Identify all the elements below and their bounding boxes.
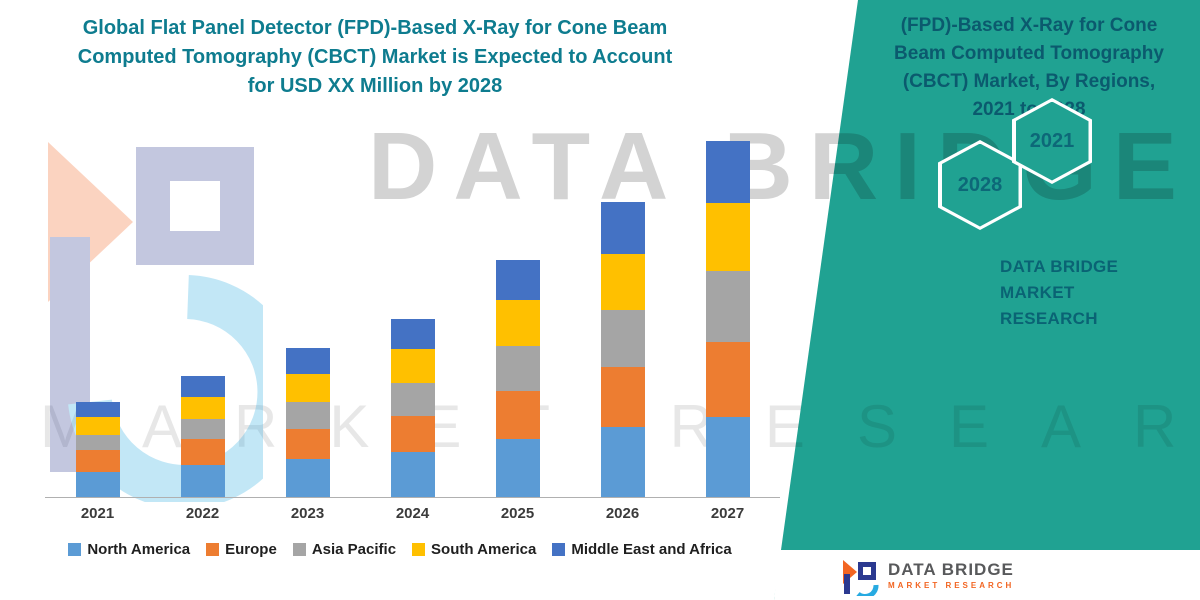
x-axis-label: 2021 — [80, 505, 115, 522]
page-title-line-1: Global Flat Panel Detector (FPD)-Based X… — [82, 17, 668, 39]
bar-segment-europe — [705, 341, 750, 417]
bar-segment-north-america — [600, 426, 645, 497]
panel-brand-text: DATA BRIDGE MARKET RESEARCH — [1000, 254, 1190, 332]
bar-chart — [45, 137, 780, 498]
bar-stack-2024 — [390, 318, 435, 497]
bar-column — [255, 137, 360, 497]
bar-segment-south-america — [390, 348, 435, 383]
bar-column — [675, 137, 780, 497]
bar-segment-north-america — [75, 471, 120, 497]
footer-brand-tagline: MARKET RESEARCH — [888, 581, 1015, 591]
legend-swatch — [552, 543, 566, 556]
bar-segment-europe — [285, 428, 330, 459]
footer-logo-text: DATA BRIDGE MARKET RESEARCH — [888, 559, 1015, 591]
panel-brand-line-1: DATA BRIDGE MARKET — [1000, 257, 1119, 302]
bar-segment-europe — [180, 438, 225, 465]
bar-segment-europe — [495, 390, 540, 439]
bar-stack-2027 — [705, 141, 750, 497]
bar-column — [360, 137, 465, 497]
bar-stack-2026 — [600, 202, 645, 497]
x-axis-label: 2022 — [185, 505, 220, 522]
bar-stack-2021 — [75, 401, 120, 497]
page-title: Global Flat Panel Detector (FPD)-Based X… — [30, 14, 720, 101]
hexagon-2021: 2021 — [1012, 98, 1092, 184]
panel-heading: (FPD)-Based X-Ray for Cone Beam Computed… — [866, 12, 1192, 124]
bar-column — [570, 137, 675, 497]
bar-segment-south-america — [705, 203, 750, 272]
data-bridge-footer-logo: DATA BRIDGE MARKET RESEARCH — [843, 556, 1014, 596]
bar-segment-asia-pacific — [390, 382, 435, 416]
panel-brand-line-2: RESEARCH — [1000, 309, 1098, 328]
bar-segment-asia-pacific — [75, 434, 120, 450]
bar-column — [45, 137, 150, 497]
legend-swatch — [292, 543, 306, 556]
bar-stack-2023 — [285, 347, 330, 497]
bar-segment-north-america — [390, 451, 435, 497]
x-axis-label: 2023 — [290, 505, 325, 522]
bar-segment-middle-east-and-africa — [600, 202, 645, 255]
bar-segment-europe — [600, 366, 645, 427]
x-axis-label: 2026 — [605, 505, 640, 522]
bar-segment-south-america — [495, 300, 540, 346]
x-axis-label: 2024 — [395, 505, 430, 522]
bar-column — [150, 137, 255, 497]
x-axis-label: 2025 — [500, 505, 535, 522]
legend-item: South America — [412, 541, 536, 558]
bar-segment-middle-east-and-africa — [180, 375, 225, 397]
data-bridge-logo-icon — [843, 560, 879, 596]
legend: North America Europe Asia Pacific South Ame… — [15, 541, 785, 558]
bar-segment-middle-east-and-africa — [705, 141, 750, 204]
panel-heading-line-2: Beam Computed Tomography — [894, 43, 1164, 64]
bar-segment-north-america — [180, 464, 225, 497]
bar-segment-south-america — [180, 396, 225, 419]
hexagon-2028: 2028 — [938, 140, 1022, 230]
bar-segment-south-america — [600, 254, 645, 310]
legend-label: North America — [87, 541, 191, 558]
legend-label: Asia Pacific — [311, 541, 397, 558]
bar-segment-south-america — [75, 416, 120, 435]
legend-swatch — [68, 543, 82, 556]
legend-item: Asia Pacific — [292, 541, 397, 558]
bar-segment-asia-pacific — [600, 309, 645, 367]
hexagon-2021-label: 2021 — [1015, 101, 1089, 181]
legend-label: Europe — [225, 541, 277, 558]
bar-segment-europe — [390, 415, 435, 452]
page-title-line-3: for USD XX Million by 2028 — [247, 75, 503, 97]
panel-heading-line-3: (CBCT) Market, By Regions, — [902, 71, 1156, 92]
hexagon-2028-label: 2028 — [941, 143, 1019, 227]
bar-stack-2025 — [495, 260, 540, 497]
legend-label: Middle East and Africa — [571, 541, 732, 558]
bar-segment-north-america — [285, 458, 330, 497]
bar-segment-asia-pacific — [285, 401, 330, 429]
panel-heading-line-1: (FPD)-Based X-Ray for Cone — [900, 15, 1158, 36]
page-title-line-2: Computed Tomography (CBCT) Market is Exp… — [77, 46, 673, 68]
legend-swatch — [412, 543, 426, 556]
x-axis-labels: 2021 2022 2023 2024 2025 2026 2027 — [45, 505, 780, 522]
bar-segment-north-america — [705, 416, 750, 497]
bar-segment-north-america — [495, 438, 540, 497]
bar-segment-middle-east-and-africa — [390, 318, 435, 349]
legend-item: Middle East and Africa — [552, 541, 732, 558]
bar-segment-middle-east-and-africa — [285, 347, 330, 374]
bar-column — [465, 137, 570, 497]
bar-segment-middle-east-and-africa — [495, 260, 540, 301]
legend-label: South America — [431, 541, 537, 558]
bar-segment-south-america — [285, 373, 330, 402]
legend-item: Europe — [206, 541, 277, 558]
bar-segment-asia-pacific — [180, 418, 225, 439]
x-axis-label: 2027 — [710, 505, 745, 522]
legend-item: North America — [68, 541, 190, 558]
bar-stack-2022 — [180, 375, 225, 497]
bar-segment-asia-pacific — [495, 345, 540, 391]
legend-swatch — [206, 543, 220, 556]
bar-chart-area: 2021 2022 2023 2024 2025 2026 2027 — [45, 137, 780, 522]
bar-segment-europe — [75, 449, 120, 472]
footer-brand-name: DATA BRIDGE — [888, 559, 1014, 579]
bar-segment-middle-east-and-africa — [75, 401, 120, 417]
bar-segment-asia-pacific — [705, 271, 750, 342]
